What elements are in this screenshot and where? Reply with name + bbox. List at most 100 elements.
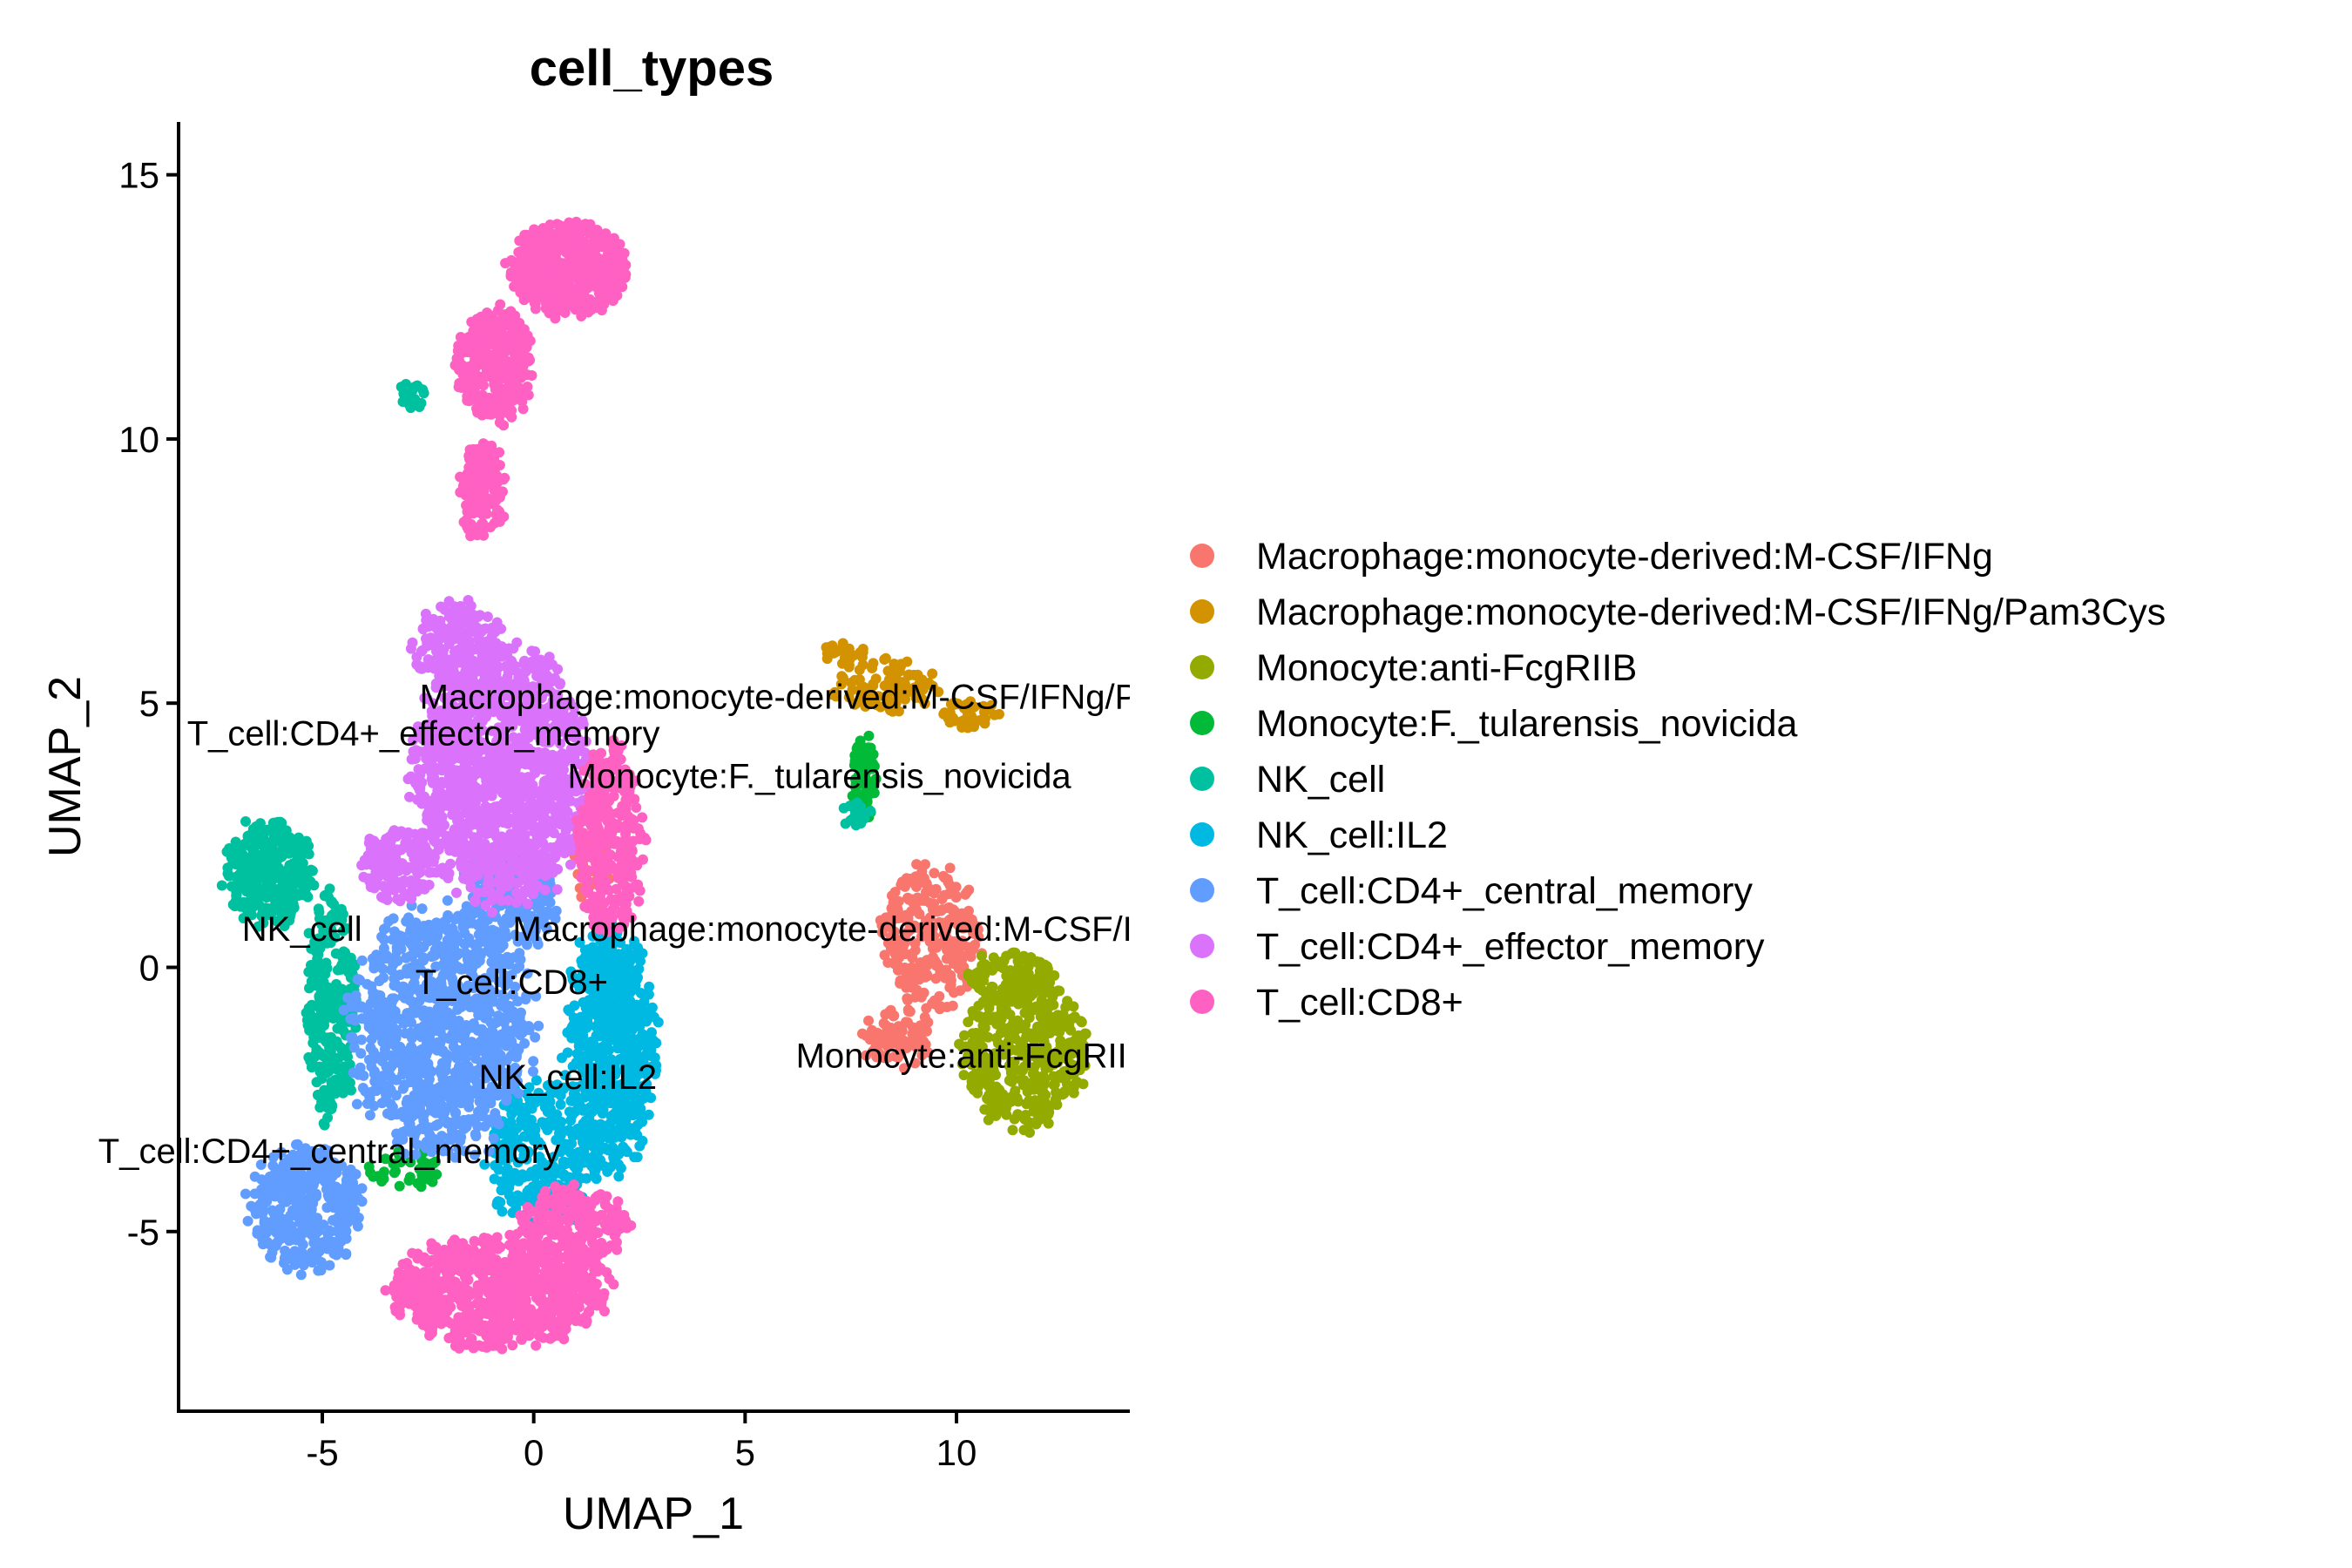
point bbox=[426, 950, 437, 962]
point bbox=[487, 924, 498, 936]
point bbox=[867, 1045, 878, 1057]
point bbox=[896, 659, 907, 670]
point bbox=[563, 1158, 573, 1168]
point bbox=[272, 916, 283, 927]
point bbox=[885, 1004, 896, 1016]
point bbox=[924, 897, 936, 909]
point bbox=[551, 1109, 563, 1120]
point bbox=[950, 715, 961, 727]
point bbox=[314, 1066, 326, 1078]
point bbox=[498, 919, 510, 930]
point bbox=[409, 394, 421, 405]
point bbox=[489, 952, 500, 963]
point bbox=[422, 1080, 434, 1092]
point bbox=[419, 1094, 430, 1105]
point bbox=[918, 873, 929, 884]
point bbox=[1039, 1018, 1050, 1030]
point bbox=[386, 1110, 397, 1121]
point bbox=[395, 1041, 406, 1052]
point bbox=[477, 917, 489, 929]
point bbox=[416, 1169, 428, 1180]
point bbox=[436, 1110, 448, 1121]
point bbox=[321, 1235, 333, 1247]
point bbox=[899, 1063, 909, 1074]
point bbox=[1062, 1017, 1073, 1028]
point bbox=[1022, 973, 1033, 984]
point bbox=[318, 1051, 329, 1062]
point bbox=[295, 1269, 307, 1281]
point bbox=[1034, 1029, 1045, 1040]
point bbox=[300, 840, 311, 851]
point bbox=[353, 974, 364, 985]
point bbox=[1024, 1127, 1035, 1139]
point bbox=[308, 1016, 320, 1026]
point bbox=[864, 1034, 875, 1045]
point bbox=[338, 946, 349, 957]
point bbox=[305, 1170, 316, 1181]
point bbox=[1051, 1087, 1062, 1098]
point bbox=[987, 1068, 998, 1079]
point bbox=[939, 889, 950, 901]
point bbox=[916, 1050, 928, 1061]
point bbox=[1044, 1100, 1056, 1112]
point bbox=[388, 913, 399, 924]
point bbox=[588, 1141, 598, 1152]
point bbox=[888, 1037, 899, 1049]
point bbox=[575, 1100, 586, 1112]
point bbox=[967, 1047, 978, 1058]
point bbox=[364, 1110, 375, 1121]
point bbox=[896, 876, 908, 888]
point bbox=[394, 1180, 405, 1192]
point bbox=[621, 1110, 632, 1121]
point bbox=[323, 1225, 335, 1236]
point bbox=[952, 915, 963, 926]
series-1 bbox=[821, 638, 1004, 733]
point bbox=[843, 692, 855, 703]
point bbox=[374, 976, 385, 987]
point bbox=[419, 1068, 430, 1078]
point bbox=[264, 1239, 275, 1250]
point bbox=[313, 903, 324, 915]
point bbox=[646, 1027, 657, 1038]
point bbox=[1043, 1062, 1054, 1073]
point bbox=[976, 1044, 987, 1056]
point bbox=[893, 692, 904, 703]
point bbox=[854, 674, 865, 686]
point bbox=[857, 1028, 868, 1039]
point bbox=[1052, 1057, 1064, 1068]
series-7 bbox=[356, 595, 600, 918]
point bbox=[259, 842, 270, 854]
point bbox=[618, 1044, 629, 1055]
series-0 bbox=[569, 837, 988, 1074]
point bbox=[430, 1025, 442, 1037]
point bbox=[849, 750, 861, 761]
point bbox=[927, 668, 938, 679]
point bbox=[912, 923, 923, 934]
point bbox=[272, 833, 283, 844]
series-4 bbox=[216, 379, 876, 1131]
point bbox=[1031, 1074, 1042, 1085]
point bbox=[517, 1107, 528, 1119]
point bbox=[906, 894, 917, 905]
point bbox=[996, 1003, 1007, 1014]
point bbox=[516, 1018, 527, 1030]
point bbox=[978, 975, 989, 986]
point bbox=[632, 1098, 644, 1109]
point bbox=[315, 1265, 327, 1276]
point bbox=[521, 1191, 531, 1202]
point bbox=[941, 964, 952, 976]
point bbox=[329, 1074, 341, 1085]
point bbox=[915, 962, 926, 973]
point bbox=[1063, 1070, 1074, 1081]
point bbox=[311, 1025, 322, 1037]
point bbox=[594, 1018, 605, 1030]
point bbox=[255, 865, 267, 876]
point bbox=[272, 816, 283, 828]
point bbox=[586, 1007, 598, 1018]
point bbox=[568, 1019, 579, 1031]
point bbox=[283, 882, 294, 894]
points-layer bbox=[216, 216, 1092, 1355]
point bbox=[327, 910, 337, 921]
point bbox=[970, 1028, 982, 1038]
point bbox=[1063, 1040, 1074, 1051]
